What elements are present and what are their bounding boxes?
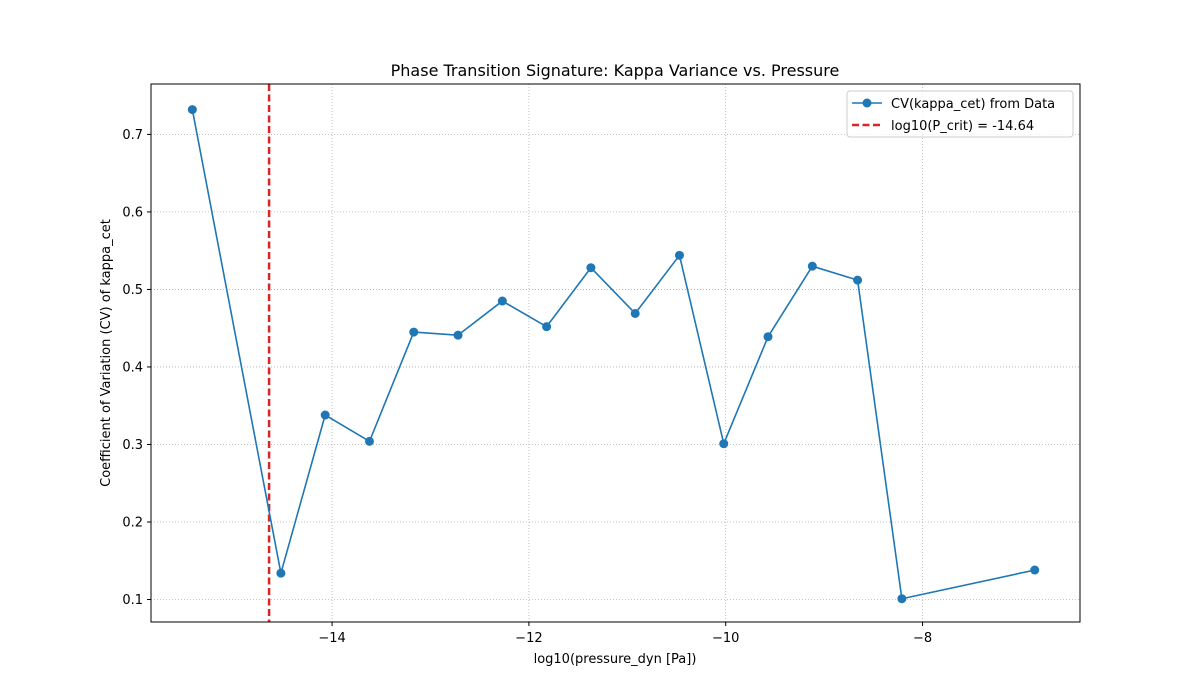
data-point — [674, 250, 684, 260]
data-point — [630, 308, 640, 318]
data-point — [409, 327, 419, 337]
data-point — [453, 330, 463, 340]
legend: CV(kappa_cet) from Data log10(P_crit) = … — [846, 90, 1074, 138]
y-tick-label: 0.1 — [122, 593, 143, 608]
y-tick-label: 0.5 — [122, 283, 143, 298]
data-point — [807, 261, 817, 271]
x-tick-label: −12 — [515, 631, 542, 646]
chart-title: Phase Transition Signature: Kappa Varian… — [391, 61, 840, 80]
y-tick-label: 0.3 — [122, 438, 143, 453]
y-tick-label: 0.7 — [122, 128, 143, 143]
x-tick-label: −14 — [318, 631, 345, 646]
data-point — [320, 410, 330, 420]
legend-box — [846, 90, 1074, 138]
data-point — [542, 322, 552, 332]
x-axis-label: log10(pressure_dyn [Pa]) — [534, 652, 697, 667]
data-point — [897, 594, 907, 604]
y-tick-label: 0.4 — [122, 360, 143, 375]
y-axis-label: Coefficient of Variation (CV) of kappa_c… — [99, 219, 114, 487]
series-layer — [187, 105, 1040, 604]
data-point — [763, 332, 773, 342]
y-tick-label: 0.6 — [122, 205, 143, 220]
x-tick-label: −8 — [913, 631, 932, 646]
legend-series-label: CV(kappa_cet) from Data — [891, 97, 1055, 112]
ticks: −14 −12 −10 −8 0.1 0.2 0.3 0.4 0.5 0.6 0.7 — [122, 128, 932, 646]
data-point — [719, 439, 729, 449]
data-point — [853, 275, 863, 285]
data-point — [364, 436, 374, 446]
plot-area-frame — [150, 83, 1081, 623]
data-point — [497, 296, 507, 306]
legend-series-marker — [862, 98, 872, 108]
data-point — [586, 263, 596, 273]
data-point — [187, 105, 197, 115]
data-point — [1030, 565, 1040, 575]
legend-vline-label: log10(P_crit) = -14.64 — [891, 119, 1034, 134]
data-point — [276, 568, 286, 578]
x-tick-label: −10 — [712, 631, 739, 646]
y-tick-label: 0.2 — [122, 515, 143, 530]
